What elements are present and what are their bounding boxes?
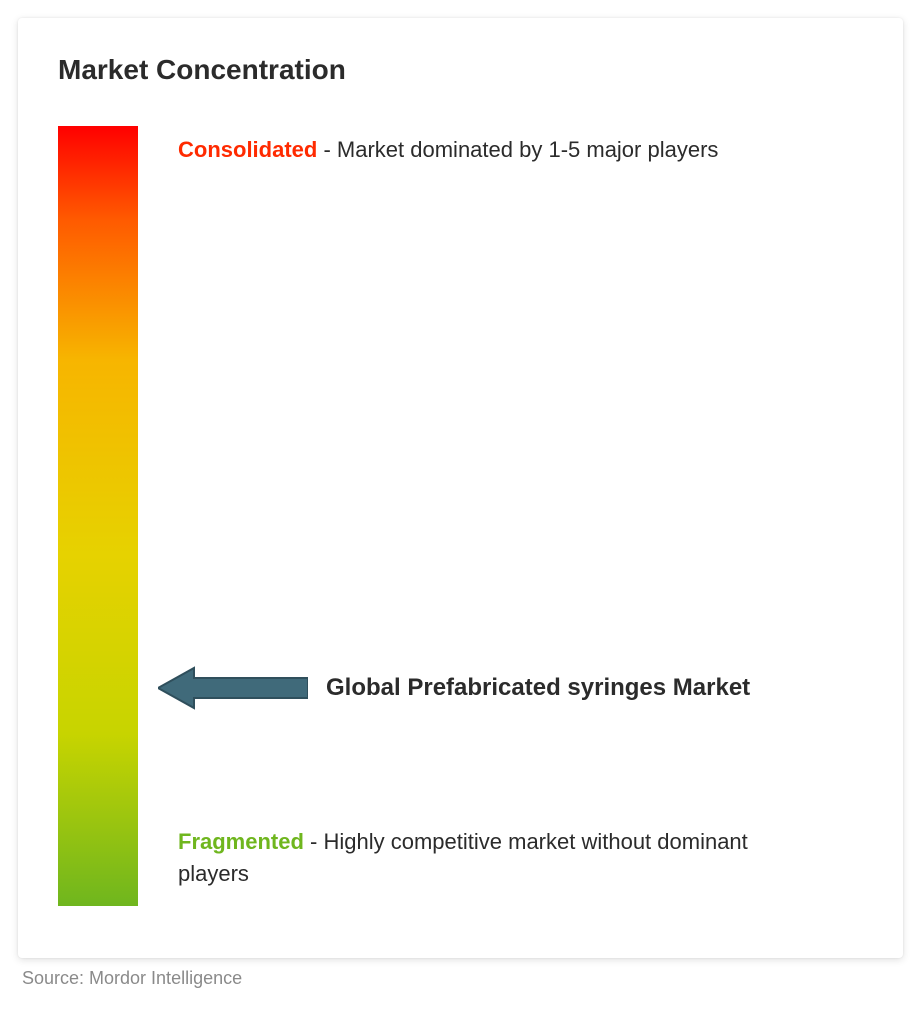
source-attribution: Source: Mordor Intelligence [22,968,242,989]
fragmented-label: Fragmented - Highly competitive market w… [178,826,798,890]
concentration-gradient-bar [58,126,138,906]
consolidated-highlight: Consolidated [178,137,317,162]
infographic-card: Market Concentration Consolidated - Mark… [18,18,903,958]
consolidated-description: - Market dominated by 1-5 major players [323,137,718,162]
pointer-arrow-icon [158,664,308,712]
market-pointer-row: Global Prefabricated syringes Market [158,664,750,712]
consolidated-label: Consolidated - Market dominated by 1-5 m… [178,134,798,166]
market-name-label: Global Prefabricated syringes Market [326,674,750,702]
fragmented-highlight: Fragmented [178,829,304,854]
chart-content: Consolidated - Market dominated by 1-5 m… [58,126,863,906]
chart-title: Market Concentration [58,54,863,86]
